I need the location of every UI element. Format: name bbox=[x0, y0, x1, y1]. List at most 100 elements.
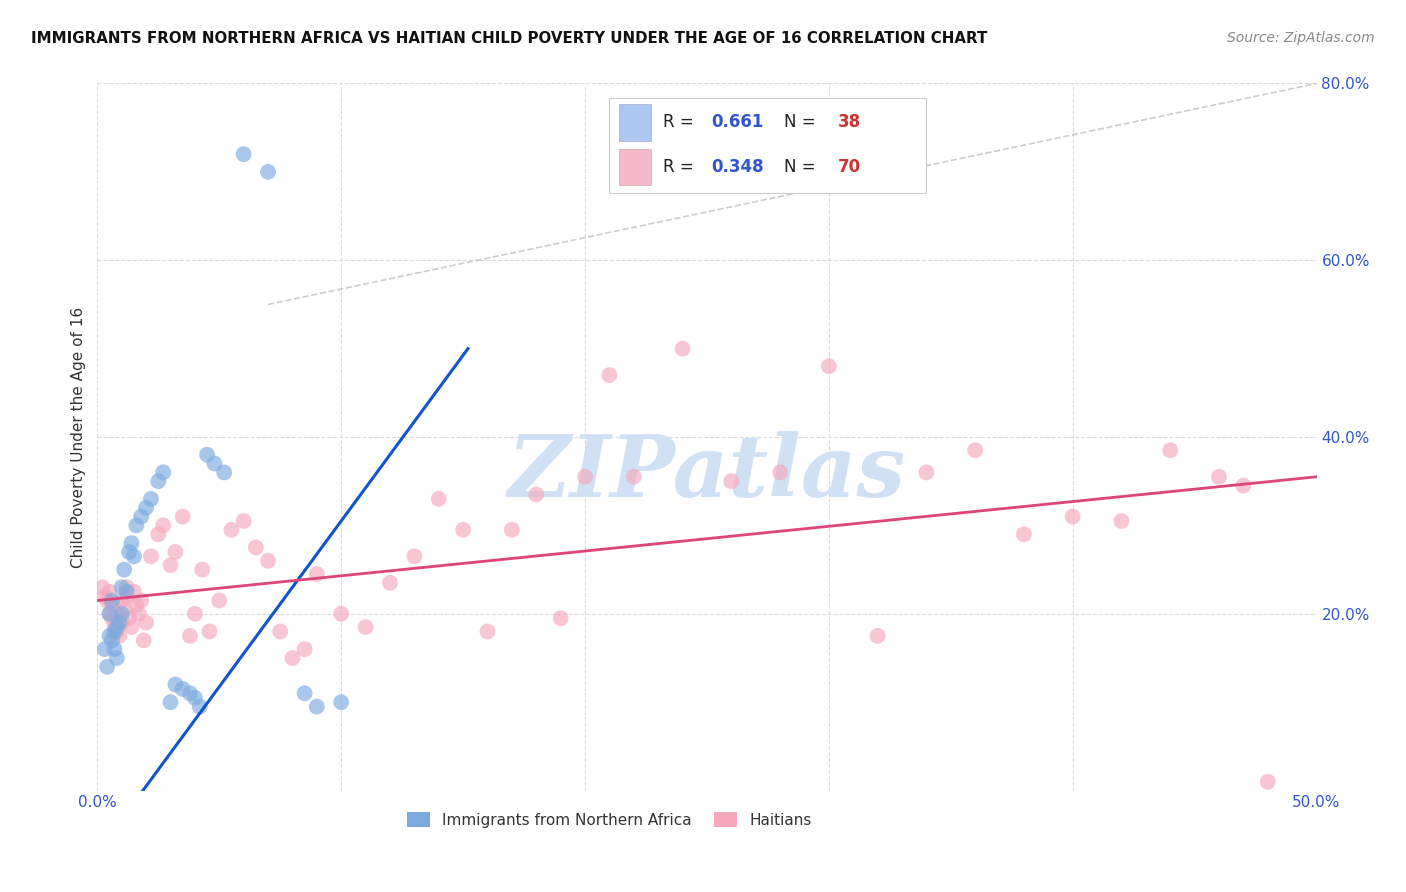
Point bbox=[122, 549, 145, 564]
Point bbox=[101, 593, 124, 607]
Point bbox=[103, 624, 125, 639]
Point bbox=[769, 466, 792, 480]
Point bbox=[152, 466, 174, 480]
Point bbox=[720, 474, 742, 488]
Point bbox=[121, 620, 143, 634]
Point bbox=[111, 593, 134, 607]
Point bbox=[404, 549, 426, 564]
Point bbox=[598, 368, 620, 383]
Point bbox=[179, 629, 201, 643]
Point bbox=[198, 624, 221, 639]
Point bbox=[623, 470, 645, 484]
Point bbox=[105, 624, 128, 639]
Point bbox=[118, 611, 141, 625]
Point bbox=[129, 509, 152, 524]
Point bbox=[1257, 774, 1279, 789]
Point bbox=[128, 607, 150, 621]
Point bbox=[330, 607, 353, 621]
Point bbox=[232, 147, 254, 161]
Point bbox=[159, 558, 181, 573]
Point bbox=[671, 342, 693, 356]
Point bbox=[1208, 470, 1230, 484]
Point bbox=[427, 491, 450, 506]
Point bbox=[105, 651, 128, 665]
Point bbox=[965, 443, 987, 458]
Point bbox=[101, 633, 124, 648]
Point bbox=[184, 690, 207, 705]
Point bbox=[98, 607, 121, 621]
Point bbox=[1111, 514, 1133, 528]
Point bbox=[98, 629, 121, 643]
Point bbox=[305, 567, 328, 582]
Point bbox=[98, 584, 121, 599]
Point bbox=[1232, 478, 1254, 492]
Point bbox=[574, 470, 596, 484]
Point bbox=[122, 584, 145, 599]
Point bbox=[179, 686, 201, 700]
Point bbox=[191, 563, 214, 577]
Point bbox=[125, 518, 148, 533]
Point bbox=[111, 615, 134, 630]
Text: ZIPatlas: ZIPatlas bbox=[508, 431, 905, 514]
Point bbox=[108, 615, 131, 630]
Point bbox=[212, 466, 235, 480]
Point bbox=[165, 677, 187, 691]
Point bbox=[152, 518, 174, 533]
Point bbox=[118, 545, 141, 559]
Y-axis label: Child Poverty Under the Age of 16: Child Poverty Under the Age of 16 bbox=[72, 307, 86, 567]
Point bbox=[378, 575, 401, 590]
Point bbox=[1012, 527, 1035, 541]
Point bbox=[135, 500, 157, 515]
Point bbox=[172, 681, 194, 696]
Point bbox=[135, 615, 157, 630]
Point bbox=[281, 651, 304, 665]
Point bbox=[294, 642, 316, 657]
Point bbox=[93, 589, 115, 603]
Point bbox=[501, 523, 523, 537]
Point bbox=[93, 642, 115, 657]
Point bbox=[115, 580, 138, 594]
Point bbox=[208, 593, 231, 607]
Point bbox=[915, 466, 938, 480]
Point bbox=[115, 584, 138, 599]
Point bbox=[818, 359, 841, 374]
Point bbox=[232, 514, 254, 528]
Point bbox=[257, 165, 280, 179]
Point bbox=[1159, 443, 1181, 458]
Point bbox=[477, 624, 499, 639]
Point bbox=[165, 545, 187, 559]
Point bbox=[132, 633, 155, 648]
Point bbox=[125, 598, 148, 612]
Point bbox=[354, 620, 377, 634]
Point bbox=[172, 509, 194, 524]
Point bbox=[550, 611, 572, 625]
Point bbox=[257, 554, 280, 568]
Point bbox=[112, 602, 135, 616]
Text: IMMIGRANTS FROM NORTHERN AFRICA VS HAITIAN CHILD POVERTY UNDER THE AGE OF 16 COR: IMMIGRANTS FROM NORTHERN AFRICA VS HAITI… bbox=[31, 31, 987, 46]
Point bbox=[103, 620, 125, 634]
Point bbox=[139, 491, 162, 506]
Point bbox=[195, 448, 218, 462]
Point bbox=[105, 607, 128, 621]
Point bbox=[115, 589, 138, 603]
Text: Source: ZipAtlas.com: Source: ZipAtlas.com bbox=[1227, 31, 1375, 45]
Point bbox=[139, 549, 162, 564]
Point bbox=[184, 607, 207, 621]
Point bbox=[91, 580, 114, 594]
Point bbox=[159, 695, 181, 709]
Point bbox=[101, 611, 124, 625]
Point bbox=[129, 593, 152, 607]
Point bbox=[294, 686, 316, 700]
Point bbox=[866, 629, 889, 643]
Point bbox=[1062, 509, 1084, 524]
Legend: Immigrants from Northern Africa, Haitians: Immigrants from Northern Africa, Haitian… bbox=[401, 805, 818, 834]
Point bbox=[148, 527, 170, 541]
Point bbox=[112, 563, 135, 577]
Point bbox=[111, 607, 134, 621]
Point bbox=[101, 598, 124, 612]
Point bbox=[524, 487, 547, 501]
Point bbox=[245, 541, 267, 555]
Point bbox=[103, 642, 125, 657]
Point bbox=[451, 523, 474, 537]
Point bbox=[105, 620, 128, 634]
